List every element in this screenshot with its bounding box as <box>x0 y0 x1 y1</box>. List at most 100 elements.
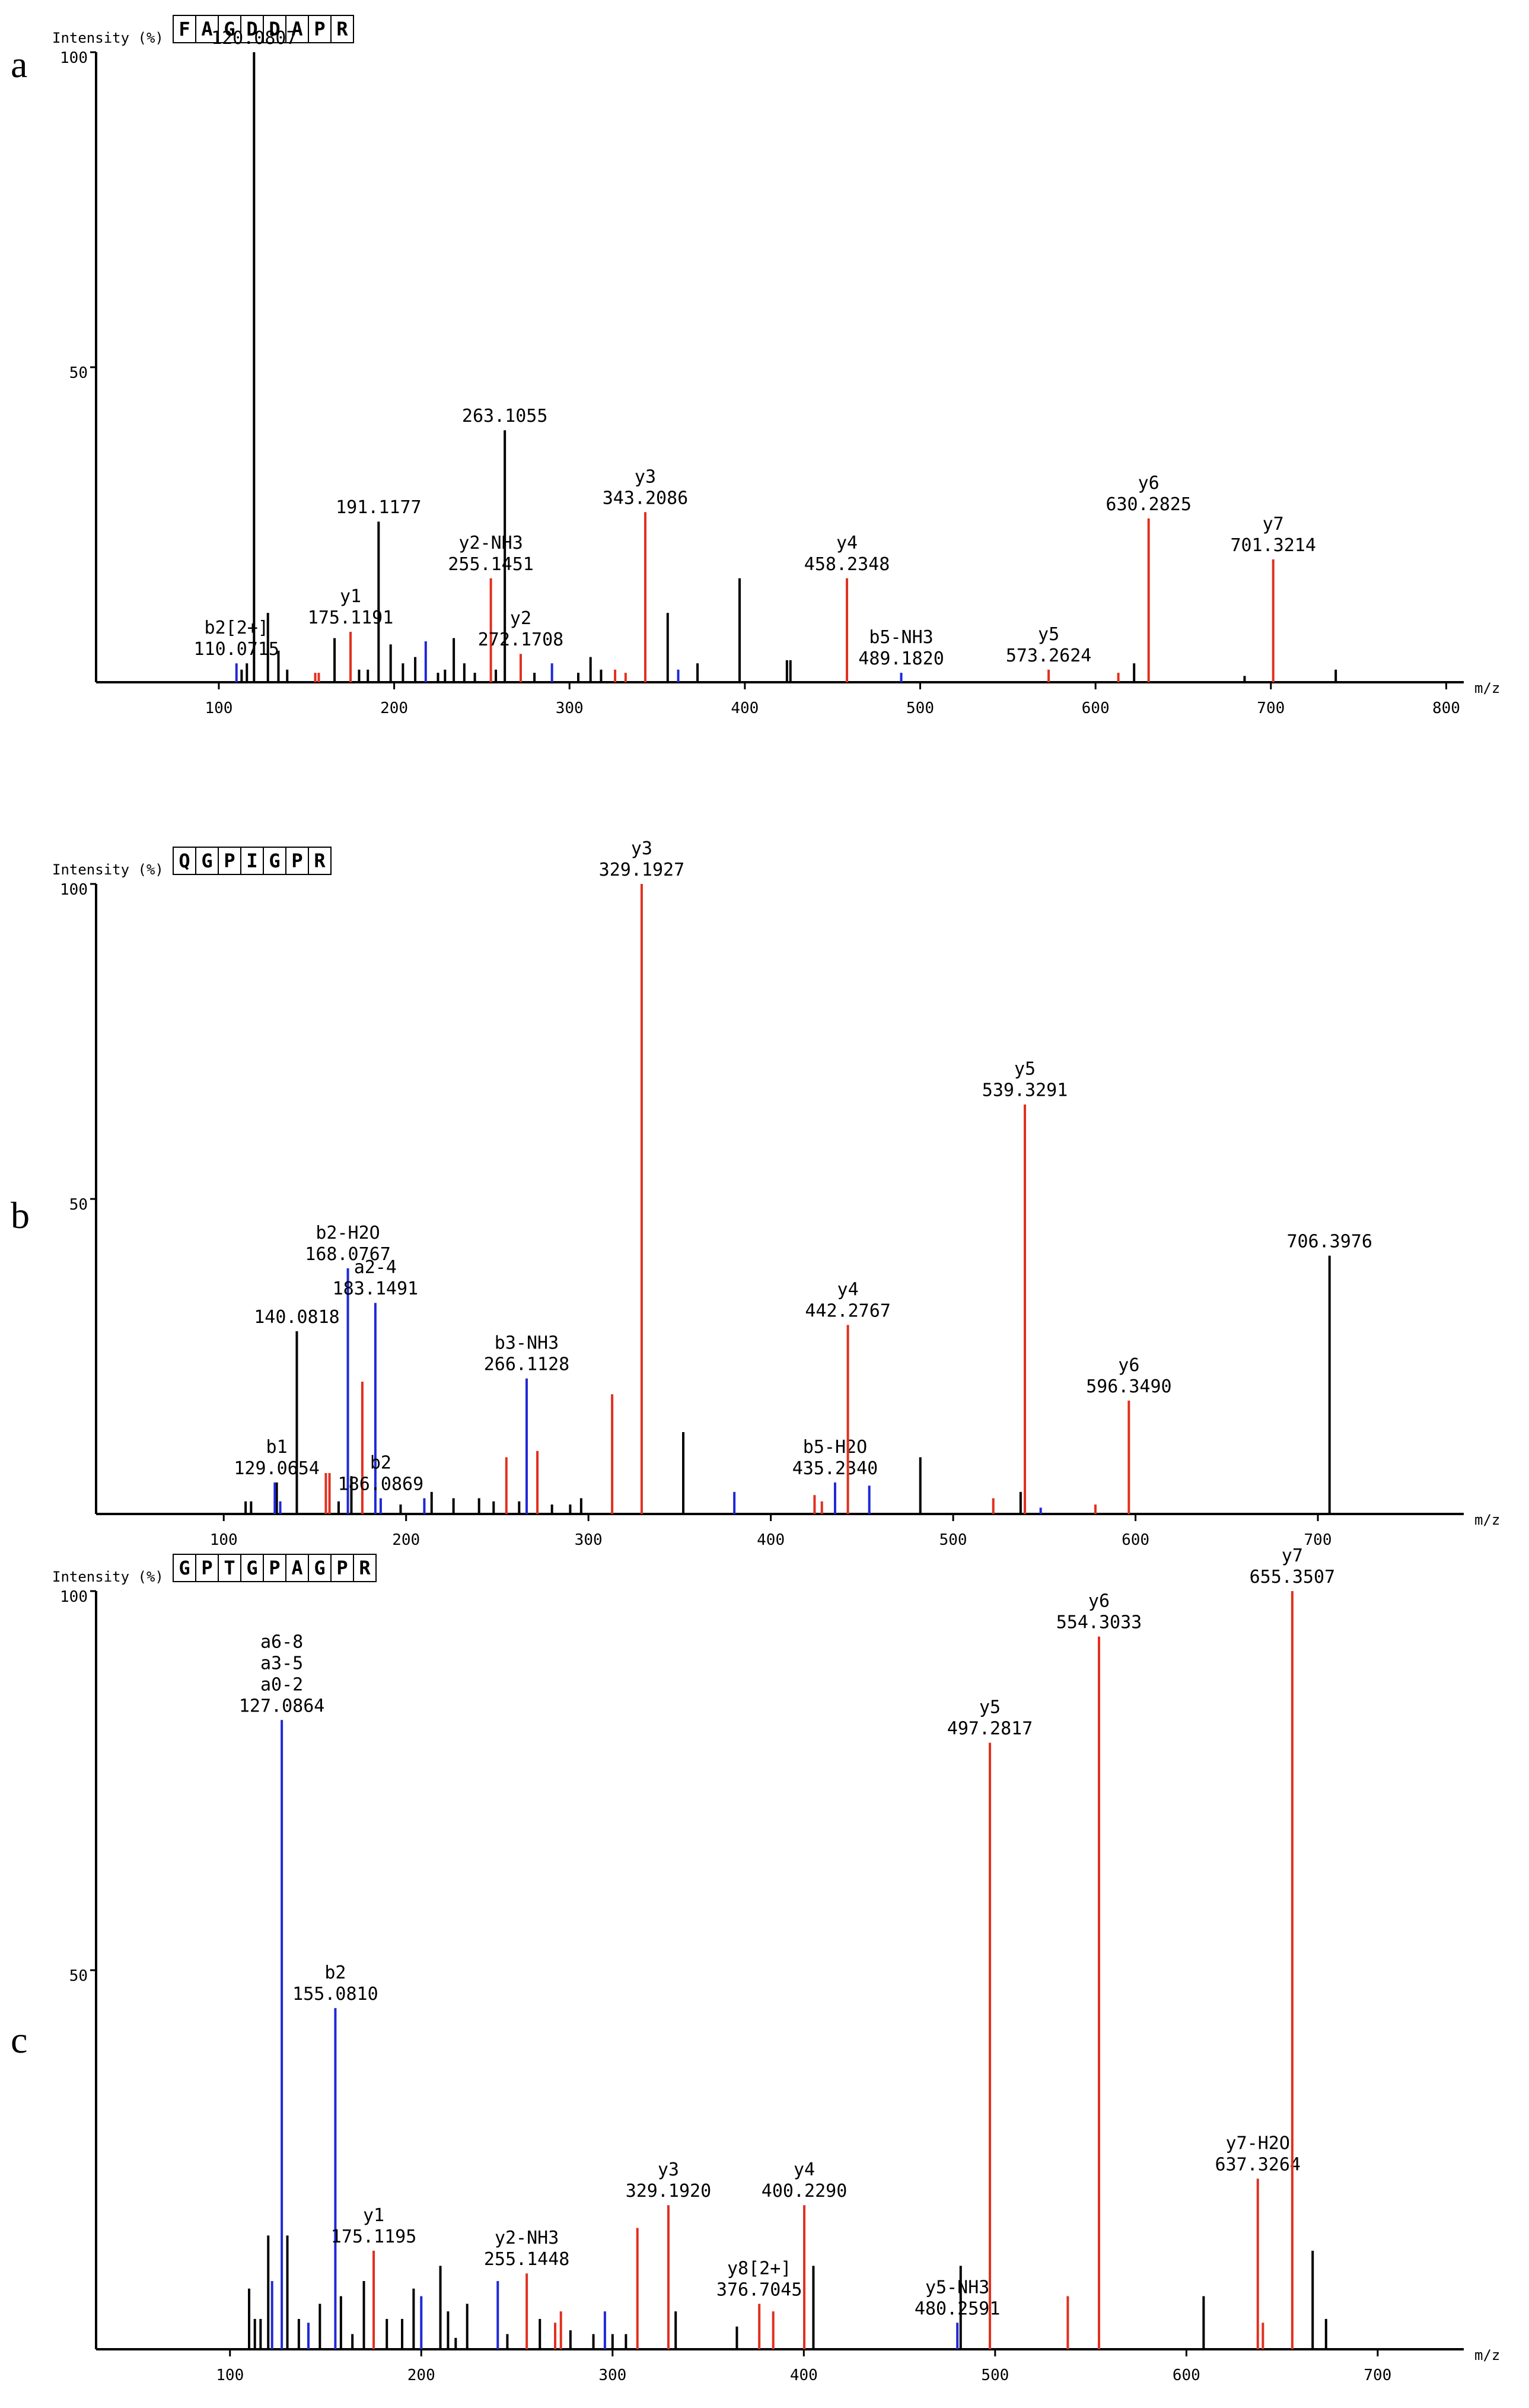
peak-label: 272.1708 <box>478 629 564 650</box>
peak-label: 376.7045 <box>716 2279 802 2300</box>
peak-label: b2[2+] <box>205 618 269 638</box>
peak-label: y1 <box>363 2205 384 2226</box>
x-tick-label: 700 <box>1304 1531 1332 1549</box>
residue-letter: D <box>269 18 280 40</box>
residue-letter: P <box>224 850 235 872</box>
residue-letter: G <box>201 850 212 872</box>
peak-label: y3 <box>658 2159 679 2180</box>
peak-label: y5 <box>1038 624 1059 645</box>
x-tick-label: 100 <box>216 2366 244 2384</box>
peak-label: a2-4 <box>354 1257 397 1278</box>
x-tick-label: 300 <box>598 2366 626 2384</box>
peak-label: 263.1055 <box>462 406 548 427</box>
peak-label: 120.0807 <box>211 28 297 49</box>
peak-label: 400.2290 <box>762 2181 848 2202</box>
peak-label: 539.3291 <box>982 1080 1068 1101</box>
y-tick-label: 100 <box>60 49 88 67</box>
peak-label: 183.1491 <box>333 1278 419 1299</box>
x-tick-label: 600 <box>1082 699 1110 717</box>
peak-label: b3-NH3 <box>495 1333 559 1354</box>
residue-letter: G <box>269 850 280 872</box>
peak-label: y2 <box>510 608 531 629</box>
peak-label: 255.1451 <box>448 554 534 575</box>
peak-label: 435.2340 <box>792 1458 878 1479</box>
residue-letter: F <box>179 18 190 40</box>
x-tick-label: 200 <box>392 1531 420 1549</box>
peak-label: 175.1195 <box>331 2226 417 2247</box>
peak-label: 266.1128 <box>484 1354 570 1375</box>
y-tick-label: 50 <box>69 1196 88 1214</box>
peak-label: 701.3214 <box>1230 535 1316 556</box>
spectrum-panel-b: b 50 100 100 200 300 400 500 600 700 Intensity (%)… <box>11 838 1500 1549</box>
x-tick-label: 100 <box>205 699 232 717</box>
x-tick-label: 700 <box>1364 2366 1391 2384</box>
peak-label: 458.2348 <box>804 554 890 575</box>
peak-label: b2 <box>370 1452 391 1473</box>
peak-label: y7-H2O <box>1226 2133 1290 2153</box>
y-tick-label: 100 <box>60 881 88 899</box>
peak-label: 630.2825 <box>1106 494 1192 515</box>
x-tick-label: 700 <box>1257 699 1285 717</box>
x-tick-label: 600 <box>1173 2366 1200 2384</box>
peak-label: y6 <box>1138 473 1160 494</box>
x-tick-label: 800 <box>1432 699 1460 717</box>
residue-letter: R <box>314 850 326 872</box>
x-tick-label: 300 <box>556 699 584 717</box>
peak-label: y3 <box>635 466 656 487</box>
peak-label: 573.2624 <box>1006 645 1092 666</box>
x-tick-label: 400 <box>757 1531 785 1549</box>
residue-letter: R <box>336 18 348 40</box>
peak-label: 129.0654 <box>234 1458 320 1479</box>
residue-letter: G <box>179 1557 190 1579</box>
peak-label: 155.0810 <box>292 1984 378 2005</box>
peak-label: b1 <box>266 1437 288 1458</box>
peak-label: 255.1448 <box>484 2249 570 2270</box>
peak-label: 168.0767 <box>305 1244 391 1265</box>
residue-letter: R <box>359 1557 371 1579</box>
residue-box <box>308 847 332 875</box>
peak-label: y6 <box>1088 1591 1110 1612</box>
spectrum-panel-a: a 50 100 100 200 300 400 500 600 700 800 Intensity … <box>11 15 1500 717</box>
residue-letter: P <box>336 1557 348 1579</box>
peak-label: 655.3507 <box>1250 1567 1336 1588</box>
spectrum-panel-c: c 50 100 100 200 300 400 500 600 700 Intensity (%)… <box>11 1545 1500 2384</box>
y-tick-label: 50 <box>69 364 88 382</box>
x-tick-label: 500 <box>939 1531 967 1549</box>
y-axis-title: Intensity (%) <box>52 861 164 878</box>
x-axis-title: m/z <box>1474 2347 1500 2364</box>
peak-label: a3-5 <box>260 1653 303 1674</box>
residue-letter: A <box>291 1557 302 1579</box>
peak-label: y1 <box>340 586 361 607</box>
peak-label: 596.3490 <box>1086 1376 1172 1397</box>
residue-letter: P <box>201 1557 212 1579</box>
peak-label: a6-8 <box>260 1631 303 1652</box>
peak-label: 637.3264 <box>1215 2154 1301 2175</box>
panel-label: b <box>11 1194 30 1236</box>
peak-label: 175.1191 <box>308 607 394 628</box>
y-tick-label: 100 <box>60 1588 88 1606</box>
peak-label: y5 <box>1014 1059 1036 1080</box>
peak-label: y5-NH3 <box>925 2277 989 2298</box>
residue-letter: I <box>246 850 257 872</box>
peak-label: y5 <box>979 1697 1001 1718</box>
peak-label: 110.0715 <box>193 639 279 660</box>
peak-label: y7 <box>1282 1545 1303 1566</box>
residue-letter: A <box>291 18 302 40</box>
panel-label: a <box>11 43 27 85</box>
residue-letter: P <box>269 1557 280 1579</box>
x-tick-label: 200 <box>407 2366 435 2384</box>
peak-label: 343.2086 <box>603 488 689 508</box>
y-axis-title: Intensity (%) <box>52 30 164 46</box>
peak-label: y2-NH3 <box>495 2228 559 2248</box>
x-tick-label: 400 <box>731 699 759 717</box>
peak-label: b2 <box>324 1962 346 1983</box>
peak-label: y6 <box>1118 1355 1139 1376</box>
residue-box <box>330 15 354 43</box>
peak-label: b2-H2O <box>316 1223 380 1243</box>
peak-label: y4 <box>794 2159 815 2180</box>
residue-box <box>353 1554 377 1582</box>
peak-label: 706.3976 <box>1286 1232 1372 1252</box>
